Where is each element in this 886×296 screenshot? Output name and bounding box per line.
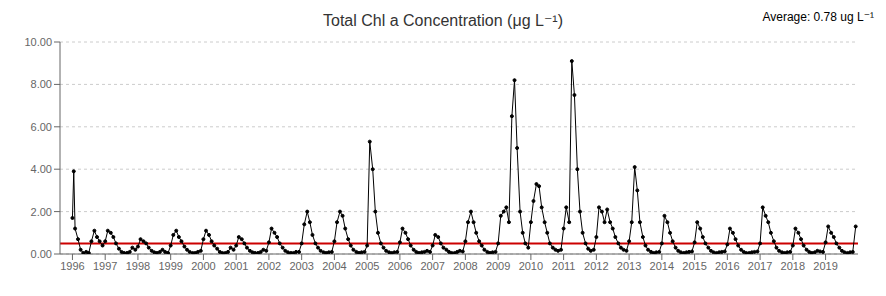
svg-text:1999: 1999 <box>158 260 182 272</box>
svg-text:6.00: 6.00 <box>31 121 52 133</box>
svg-text:8.00: 8.00 <box>31 78 52 90</box>
svg-text:4.00: 4.00 <box>31 163 52 175</box>
svg-text:2002: 2002 <box>257 260 281 272</box>
svg-text:2015: 2015 <box>682 260 706 272</box>
svg-text:2.00: 2.00 <box>31 206 52 218</box>
svg-text:10.00: 10.00 <box>24 36 52 48</box>
svg-text:2007: 2007 <box>420 260 444 272</box>
svg-text:1997: 1997 <box>93 260 117 272</box>
svg-text:2006: 2006 <box>388 260 412 272</box>
svg-text:2019: 2019 <box>813 260 837 272</box>
svg-text:2012: 2012 <box>584 260 608 272</box>
svg-text:2017: 2017 <box>748 260 772 272</box>
html-text:Average: 0.78 ug L⁻¹: Average: 0.78 ug L⁻¹ <box>762 10 874 24</box>
svg-text:2011: 2011 <box>552 260 576 272</box>
svg-text:1998: 1998 <box>126 260 150 272</box>
svg-text:2016: 2016 <box>715 260 739 272</box>
svg-text:2005: 2005 <box>355 260 379 272</box>
svg-text:2008: 2008 <box>453 260 477 272</box>
svg-text:2018: 2018 <box>781 260 805 272</box>
svg-text:2013: 2013 <box>617 260 641 272</box>
html-text:Total Chl a Concentration (μg: Total Chl a Concentration (μg L⁻¹) <box>323 12 563 29</box>
svg-text:2009: 2009 <box>486 260 510 272</box>
svg-text:2001: 2001 <box>224 260 248 272</box>
svg-text:0.00: 0.00 <box>31 248 52 260</box>
svg-text:2014: 2014 <box>650 260 674 272</box>
svg-text:2010: 2010 <box>519 260 543 272</box>
svg-text:2004: 2004 <box>322 260 346 272</box>
svg-text:2000: 2000 <box>191 260 215 272</box>
svg-text:1996: 1996 <box>60 260 84 272</box>
svg-text:2003: 2003 <box>289 260 313 272</box>
